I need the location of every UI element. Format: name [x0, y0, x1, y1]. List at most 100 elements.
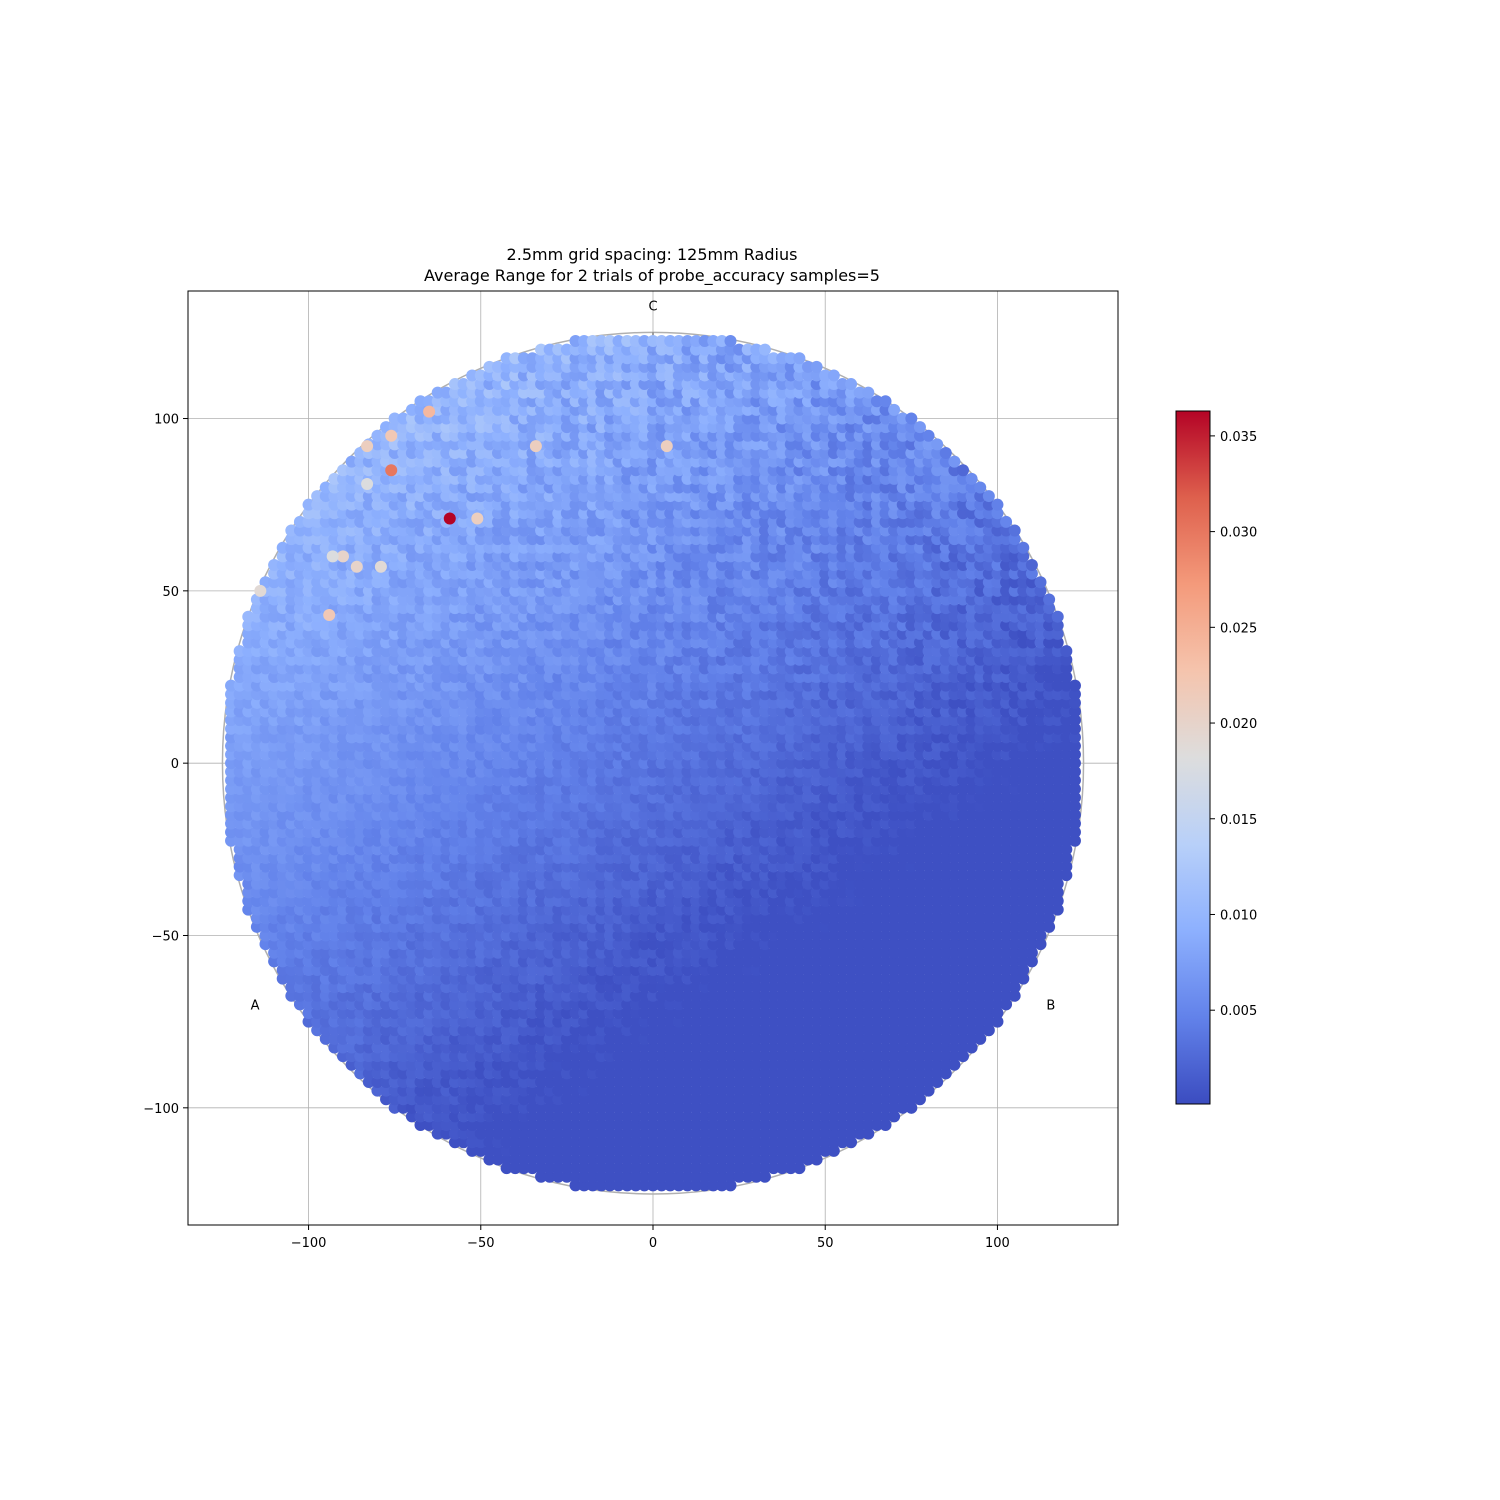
probe-point: [302, 576, 315, 589]
probe-point: [337, 860, 349, 873]
probe-point: [337, 722, 349, 735]
probe-point: [225, 748, 238, 761]
probe-point: [268, 955, 281, 968]
probe-point: [293, 808, 306, 821]
probe-point: [268, 636, 281, 649]
probe-point: [319, 645, 332, 658]
probe-point: [276, 671, 289, 684]
probe-point: [311, 567, 324, 580]
probe-point: [285, 619, 298, 632]
probe-point: [328, 783, 341, 796]
probe-point: [250, 714, 263, 727]
probe-point: [311, 817, 324, 830]
probe-point: [302, 653, 315, 666]
probe-point: [319, 851, 332, 864]
probe-point: [319, 817, 332, 830]
probe-point: [276, 963, 289, 976]
probe-point: [285, 895, 298, 908]
probe-point: [302, 619, 315, 632]
probe-point: [319, 653, 332, 666]
probe-point: [311, 576, 324, 589]
probe-point: [268, 843, 281, 856]
probe-point: [328, 576, 341, 589]
probe-point: [225, 714, 238, 727]
probe-point: [311, 627, 324, 640]
probe-point: [328, 826, 341, 839]
probe-point: [337, 895, 349, 908]
probe-point: [250, 886, 263, 899]
probe-point: [285, 696, 298, 709]
probe-point: [242, 860, 255, 873]
probe-point: [268, 929, 281, 942]
probe-point: [276, 558, 289, 571]
probe-point: [268, 808, 281, 821]
probe-point: [259, 869, 272, 882]
probe-point: [250, 783, 263, 796]
probe-point: [311, 645, 324, 658]
probe-point: [319, 1007, 332, 1020]
probe-point: [319, 722, 332, 735]
probe-point: [250, 817, 263, 830]
probe-point: [259, 653, 272, 666]
probe-point: [319, 515, 332, 528]
probe-point: [285, 671, 298, 684]
probe-point: [233, 671, 246, 684]
probe-point: [268, 757, 281, 770]
probe-point: [319, 972, 332, 985]
probe-point: [319, 1015, 332, 1028]
probe-point: [328, 524, 341, 537]
probe-point: [285, 722, 298, 735]
probe-point: [285, 636, 298, 649]
probe-point: [293, 705, 306, 718]
probe-point: [242, 851, 255, 864]
probe-point: [337, 645, 349, 658]
probe-point: [225, 731, 238, 744]
probe-point: [328, 920, 341, 933]
probe-point: [328, 515, 341, 528]
probe-point: [293, 765, 306, 778]
probe-point: [311, 938, 324, 951]
probe-point: [328, 731, 341, 744]
probe-point: [285, 739, 298, 752]
probe-point: [259, 791, 272, 804]
probe-point: [337, 955, 349, 968]
probe-point: [328, 851, 341, 864]
probe-point: [268, 765, 281, 778]
probe-point: [242, 688, 255, 701]
probe-point: [319, 920, 332, 933]
probe-point: [293, 748, 306, 761]
probe-point: [242, 877, 255, 890]
probe-point: [268, 860, 281, 873]
probe-point: [259, 627, 272, 640]
probe-point: [276, 791, 289, 804]
probe-point: [319, 627, 332, 640]
probe-point: [242, 705, 255, 718]
probe-point: [259, 783, 272, 796]
probe-point: [225, 791, 238, 804]
probe-point: [293, 877, 306, 890]
probe-point: [250, 834, 263, 847]
probe-point: [328, 903, 341, 916]
probe-point: [337, 1007, 349, 1020]
probe-point: [233, 826, 246, 839]
probe-point: [276, 688, 289, 701]
probe-point: [250, 705, 263, 718]
probe-point: [268, 671, 281, 684]
probe-point: [250, 791, 263, 804]
probe-point: [259, 800, 272, 813]
probe-point: [268, 731, 281, 744]
probe-point: [302, 981, 315, 994]
probe-point: [311, 653, 324, 666]
probe-point: [311, 748, 324, 761]
probe-point: [319, 567, 332, 580]
probe-point: [302, 903, 315, 916]
probe-point: [319, 895, 332, 908]
probe-point: [311, 584, 324, 597]
probe-point: [285, 584, 298, 597]
probe-point: [293, 524, 306, 537]
probe-point: [250, 903, 263, 916]
probe-point: [285, 834, 298, 847]
probe-point: [319, 1024, 332, 1037]
probe-point: [250, 774, 263, 787]
probe-point: [337, 998, 349, 1011]
